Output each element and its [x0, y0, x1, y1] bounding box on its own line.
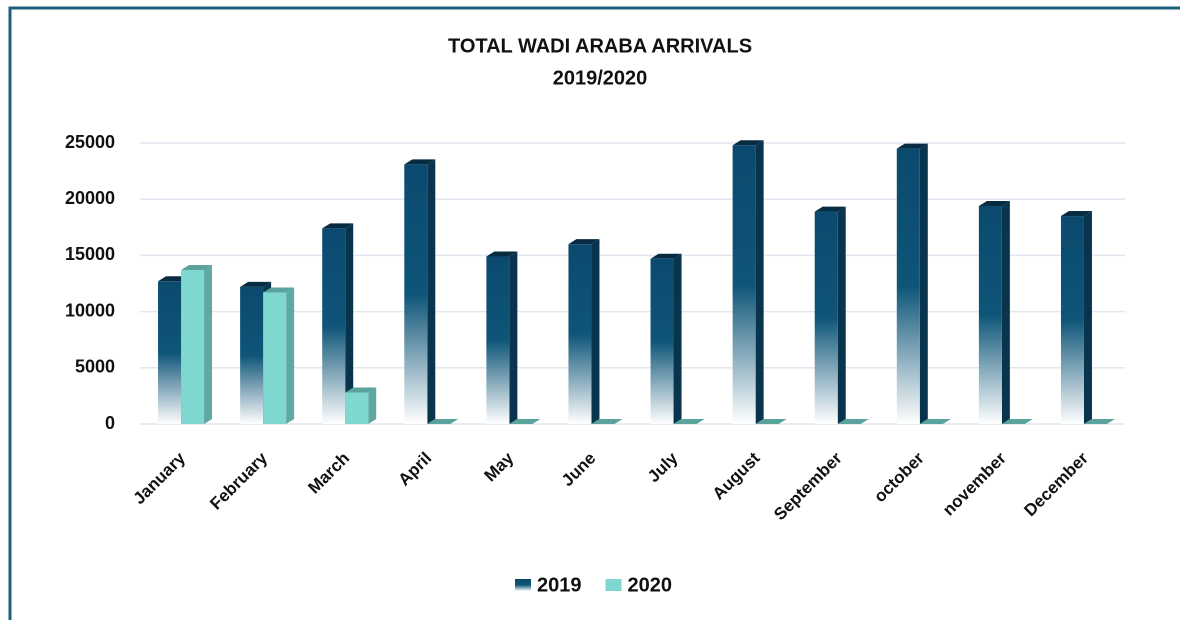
bar-top — [591, 419, 623, 424]
legend-swatch — [515, 579, 531, 591]
frame — [8, 6, 1180, 620]
bar-top — [568, 239, 600, 245]
bar-side — [509, 251, 518, 424]
bar — [181, 270, 205, 424]
bar-top — [427, 419, 459, 424]
bar-top — [755, 419, 787, 424]
legend-swatch — [605, 579, 622, 591]
bar — [978, 205, 1002, 424]
legend-label: 2019 — [537, 574, 582, 596]
bar — [568, 244, 592, 424]
bar — [650, 258, 674, 424]
bar-top — [486, 251, 518, 257]
bar-top — [1060, 211, 1092, 217]
bar-side — [1083, 211, 1092, 424]
bar-top — [345, 387, 377, 393]
bar-side — [673, 253, 682, 424]
bar-top — [919, 419, 951, 424]
bar — [345, 392, 369, 424]
y-tick-label: 20000 — [65, 188, 115, 208]
bar-side — [204, 265, 213, 424]
bar — [158, 281, 182, 424]
bar-top — [263, 287, 295, 293]
bar-top — [509, 419, 541, 424]
bar — [814, 211, 838, 424]
chart-title: TOTAL WADI ARABA ARRIVALS — [448, 35, 752, 57]
bar-side — [1001, 200, 1010, 424]
y-tick-label: 0 — [105, 413, 115, 433]
y-tick-label: 25000 — [65, 132, 115, 152]
bar-side — [919, 143, 928, 424]
bar-top — [181, 265, 213, 271]
bar — [322, 228, 346, 424]
bar-side — [345, 223, 354, 424]
bar-top — [1083, 419, 1115, 424]
chart-subtitle: 2019/2020 — [553, 67, 648, 89]
bar-top — [650, 253, 682, 259]
bar-side — [837, 206, 846, 424]
bar-side — [755, 140, 764, 425]
bar-side — [427, 159, 436, 424]
legend-label: 2020 — [628, 574, 673, 596]
bar-side — [286, 287, 295, 424]
bar — [486, 256, 510, 424]
bar — [896, 148, 920, 424]
bar-top — [673, 419, 705, 424]
bar — [263, 292, 287, 424]
bar-top — [896, 143, 928, 149]
y-tick-label: 5000 — [75, 357, 115, 377]
bar-top — [732, 140, 764, 146]
bar-top — [404, 159, 436, 165]
bar — [1060, 216, 1084, 424]
bar-side — [591, 239, 600, 424]
bar — [732, 145, 756, 425]
bar-top — [978, 200, 1010, 206]
bar-top — [814, 206, 846, 212]
y-tick-label: 10000 — [65, 300, 115, 320]
y-tick-label: 15000 — [65, 244, 115, 264]
bar-top — [1001, 419, 1033, 424]
bar — [404, 164, 428, 424]
bar-top — [837, 419, 869, 424]
bar-side — [368, 387, 377, 424]
bar-top — [240, 281, 272, 287]
bar — [240, 286, 264, 424]
bar-top — [322, 223, 354, 229]
